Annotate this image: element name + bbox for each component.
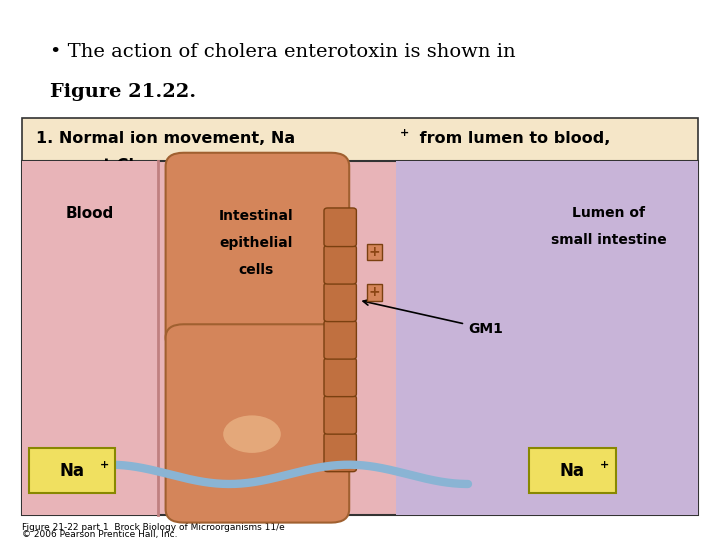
FancyBboxPatch shape: [324, 321, 356, 359]
Text: +: +: [100, 460, 109, 470]
Text: +: +: [369, 245, 380, 259]
Text: +: +: [600, 460, 609, 470]
Text: Na: Na: [560, 462, 585, 480]
Text: small intestine: small intestine: [551, 233, 666, 247]
FancyBboxPatch shape: [324, 283, 356, 322]
Text: © 2006 Pearson Prentice Hall, Inc.: © 2006 Pearson Prentice Hall, Inc.: [22, 530, 177, 538]
Bar: [396, 161, 698, 515]
Text: epithelial: epithelial: [219, 236, 292, 250]
FancyBboxPatch shape: [22, 161, 698, 515]
Text: Figure 21-22 part 1  Brock Biology of Microorganisms 11/e: Figure 21-22 part 1 Brock Biology of Mic…: [22, 523, 284, 531]
FancyBboxPatch shape: [166, 325, 349, 523]
Ellipse shape: [223, 415, 281, 453]
Bar: [22, 161, 158, 515]
FancyBboxPatch shape: [529, 448, 616, 493]
FancyBboxPatch shape: [324, 208, 356, 247]
Text: movement: movement: [238, 158, 339, 173]
Text: 1. Normal ion movement, Na: 1. Normal ion movement, Na: [36, 131, 295, 146]
Text: +: +: [400, 127, 409, 138]
Text: –: –: [227, 154, 233, 164]
FancyBboxPatch shape: [22, 118, 698, 172]
Text: Lumen of: Lumen of: [572, 206, 645, 220]
Text: GM1: GM1: [363, 300, 503, 335]
Text: Figure 21.22.: Figure 21.22.: [50, 83, 197, 101]
FancyBboxPatch shape: [29, 448, 115, 493]
FancyBboxPatch shape: [324, 396, 356, 434]
Text: cells: cells: [238, 262, 273, 276]
Text: • The action of cholera enterotoxin is shown in: • The action of cholera enterotoxin is s…: [50, 43, 516, 61]
FancyBboxPatch shape: [324, 433, 356, 471]
Text: Na: Na: [60, 462, 84, 480]
Text: +: +: [369, 285, 380, 299]
Text: Intestinal: Intestinal: [218, 209, 293, 223]
Text: no net Cl: no net Cl: [36, 158, 134, 173]
Text: Blood: Blood: [66, 206, 114, 221]
FancyBboxPatch shape: [324, 358, 356, 397]
FancyBboxPatch shape: [166, 153, 349, 351]
Text: from lumen to blood,: from lumen to blood,: [414, 131, 611, 146]
FancyBboxPatch shape: [324, 246, 356, 284]
